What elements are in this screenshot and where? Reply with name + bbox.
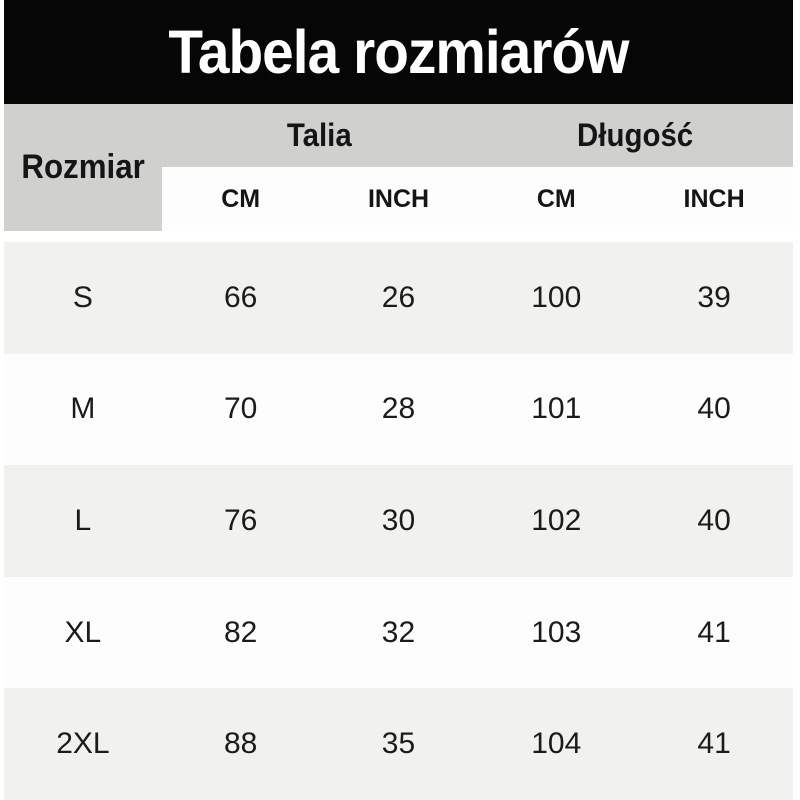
dlugosc-cm-cell: 102 xyxy=(531,503,582,537)
size-cell: XL xyxy=(64,615,102,649)
dlugosc-inch-cell: 39 xyxy=(697,280,731,314)
talia-inch-cell: 28 xyxy=(381,392,416,426)
header-rozmiar: Rozmiar xyxy=(4,104,162,231)
dlugosc-cm-cell: 101 xyxy=(531,392,582,426)
subheader-dlugosc-inch: INCH xyxy=(635,167,793,231)
talia-inch-cell: 32 xyxy=(381,615,416,649)
dlugosc-cm-cell: 104 xyxy=(531,727,582,761)
table-header: Rozmiar Talia Długość CM INCH CM INCH xyxy=(4,104,793,231)
dlugosc-inch-cell: 40 xyxy=(697,392,731,426)
talia-inch-cell: 26 xyxy=(381,280,416,314)
table-row-m: M 70 28 101 40 xyxy=(4,353,793,466)
size-cell: S xyxy=(72,280,93,314)
table-row-s: S 66 26 100 39 xyxy=(4,242,793,354)
table-body: S 66 26 100 39 M 70 28 101 40 L 76 30 10… xyxy=(4,242,793,800)
dlugosc-cm-cell: 100 xyxy=(531,280,582,314)
size-chart: Tabela rozmiarów Rozmiar Talia Długość C… xyxy=(4,0,793,800)
talia-cm-cell: 70 xyxy=(224,392,258,426)
dlugosc-inch-cell: 41 xyxy=(697,727,731,761)
subheader-talia-cm: CM xyxy=(161,167,320,231)
dlugosc-inch-cell: 41 xyxy=(697,615,731,649)
talia-inch-cell: 30 xyxy=(381,503,416,537)
talia-cm-cell: 76 xyxy=(224,503,258,537)
talia-cm-cell: 82 xyxy=(224,615,258,649)
size-cell: 2XL xyxy=(56,727,110,761)
title-banner: Tabela rozmiarów xyxy=(4,0,793,104)
talia-cm-cell: 66 xyxy=(224,280,258,314)
header-dlugosc-label: Długość xyxy=(577,117,694,153)
header-group-dlugosc: Długość xyxy=(477,104,793,167)
header-talia-label: Talia xyxy=(287,117,353,153)
subheader-dlugosc-cm: CM xyxy=(477,167,636,231)
header-group-talia: Talia xyxy=(161,104,478,167)
page-title: Tabela rozmiarów xyxy=(168,18,629,86)
table-row-xl: XL 82 32 103 41 xyxy=(4,576,793,689)
talia-inch-cell: 35 xyxy=(381,727,416,761)
size-cell: L xyxy=(74,503,92,537)
dlugosc-cm-cell: 103 xyxy=(531,615,582,649)
header-gap xyxy=(4,231,793,242)
size-cell: M xyxy=(70,392,96,426)
talia-cm-cell: 88 xyxy=(224,727,258,761)
dlugosc-inch-cell: 40 xyxy=(697,503,731,537)
header-rozmiar-label: Rozmiar xyxy=(21,148,145,186)
table-row-2xl: 2XL 88 35 104 41 xyxy=(4,688,793,800)
subheader-talia-inch: INCH xyxy=(319,167,478,231)
table-row-l: L 76 30 102 40 xyxy=(4,465,793,577)
